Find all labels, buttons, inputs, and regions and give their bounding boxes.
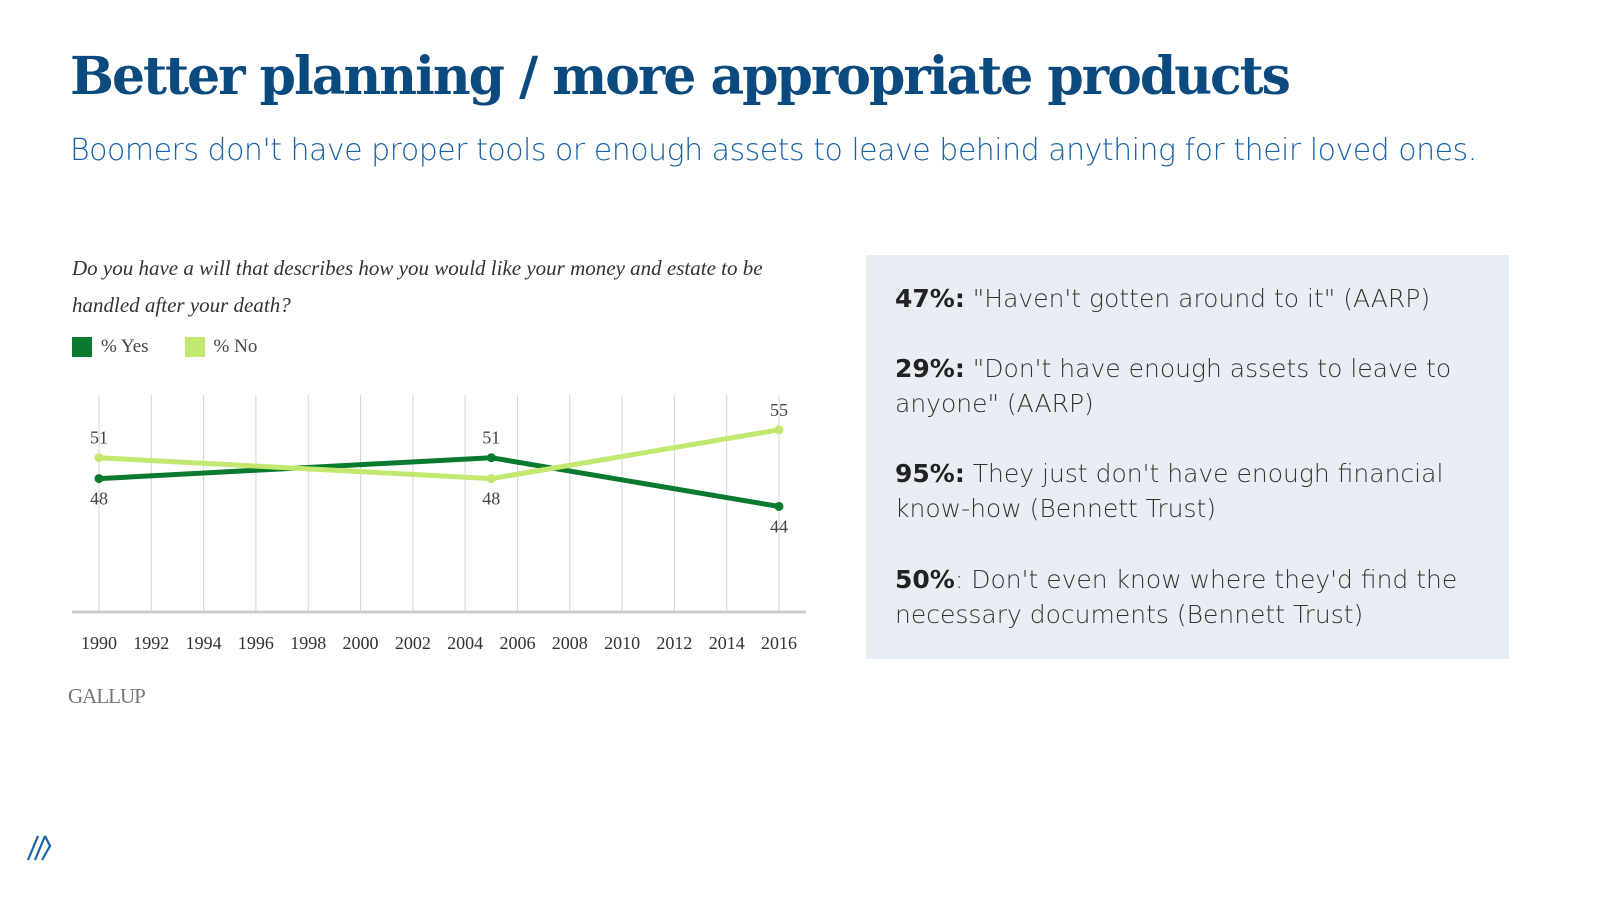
x-tick-label: 2002 xyxy=(395,633,431,653)
data-point xyxy=(774,501,784,511)
data-label: 44 xyxy=(770,516,788,536)
data-point xyxy=(94,474,104,484)
data-label: 51 xyxy=(482,428,500,448)
x-tick-label: 1992 xyxy=(133,633,169,653)
x-tick-label: 1990 xyxy=(81,633,117,653)
stat-text: "Haven't gotten around to it" (AARP) xyxy=(964,284,1431,313)
stat-text: They just don't have enough financial kn… xyxy=(895,459,1444,523)
legend-swatch-yes xyxy=(72,337,92,357)
x-tick-label: 2000 xyxy=(343,633,379,653)
legend-item-no: % No xyxy=(184,336,258,358)
x-tick-label: 2012 xyxy=(656,633,692,653)
x-tick-label: 1998 xyxy=(290,633,326,653)
x-tick-label: 1996 xyxy=(238,633,274,653)
line-chart: 1990 1992 1994 1996 1998 2000 2002 2004 2006 2008… xyxy=(72,395,806,653)
x-tick-label: 2008 xyxy=(552,633,588,653)
legend-swatch-no xyxy=(184,337,205,357)
data-point xyxy=(774,425,784,435)
slide-title: Better planning / more appropriate produ… xyxy=(70,46,1291,107)
data-point xyxy=(486,453,496,463)
diagonal-stripes-logo-icon xyxy=(26,835,52,861)
x-tick-label: 2010 xyxy=(604,633,640,653)
data-point xyxy=(486,474,496,484)
stat-text: : Don't even know where they'd find the … xyxy=(895,565,1458,629)
data-label: 51 xyxy=(90,428,108,448)
chart-legend: % Yes % No xyxy=(72,336,257,358)
legend-label: % Yes xyxy=(101,336,149,357)
stat-value: 29%: xyxy=(895,354,965,383)
data-label: 48 xyxy=(90,489,108,509)
x-tick-label: 2014 xyxy=(709,633,745,653)
legend-item-yes: % Yes xyxy=(72,336,149,358)
chart-title: Do you have a will that describes how yo… xyxy=(72,256,763,317)
stat-item: 47%: "Haven't gotten around to it" (AARP… xyxy=(895,281,1495,316)
chart-source: GALLUP xyxy=(68,684,146,708)
stat-item: 50%: Don't even know where they'd find t… xyxy=(895,562,1495,632)
stat-value: 95%: xyxy=(895,459,965,488)
x-tick-label: 2004 xyxy=(447,633,483,653)
stat-value: 47%: xyxy=(895,284,965,313)
x-tick-label: 1994 xyxy=(186,633,222,653)
data-label: 55 xyxy=(770,400,788,420)
slide-subtitle: Boomers don't have proper tools or enoug… xyxy=(70,133,1477,168)
data-label: 48 xyxy=(482,489,500,509)
data-point xyxy=(94,453,104,463)
stat-value: 50% xyxy=(895,565,955,594)
x-tick-label: 2006 xyxy=(499,633,535,653)
x-tick-label: 2016 xyxy=(761,633,797,653)
legend-label: % No xyxy=(213,336,258,357)
stat-text: "Don't have enough assets to leave to an… xyxy=(895,354,1452,418)
stat-item: 95%: They just don't have enough financi… xyxy=(895,456,1495,526)
stats-panel: 47%: "Haven't gotten around to it" (AARP… xyxy=(866,255,1509,659)
stat-item: 29%: "Don't have enough assets to leave … xyxy=(895,351,1495,421)
